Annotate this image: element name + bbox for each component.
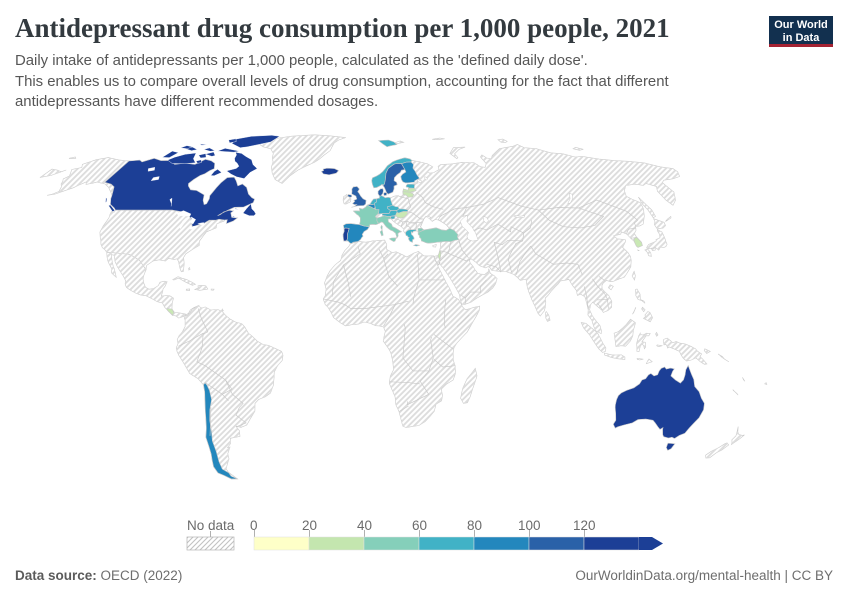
svg-text:40: 40 bbox=[357, 518, 372, 533]
svg-text:100: 100 bbox=[518, 518, 541, 533]
svg-text:0: 0 bbox=[250, 518, 258, 533]
svg-text:20: 20 bbox=[302, 518, 317, 533]
svg-text:120: 120 bbox=[573, 518, 596, 533]
svg-text:80: 80 bbox=[467, 518, 482, 533]
svg-text:60: 60 bbox=[412, 518, 427, 533]
svg-text:No data: No data bbox=[187, 518, 235, 533]
